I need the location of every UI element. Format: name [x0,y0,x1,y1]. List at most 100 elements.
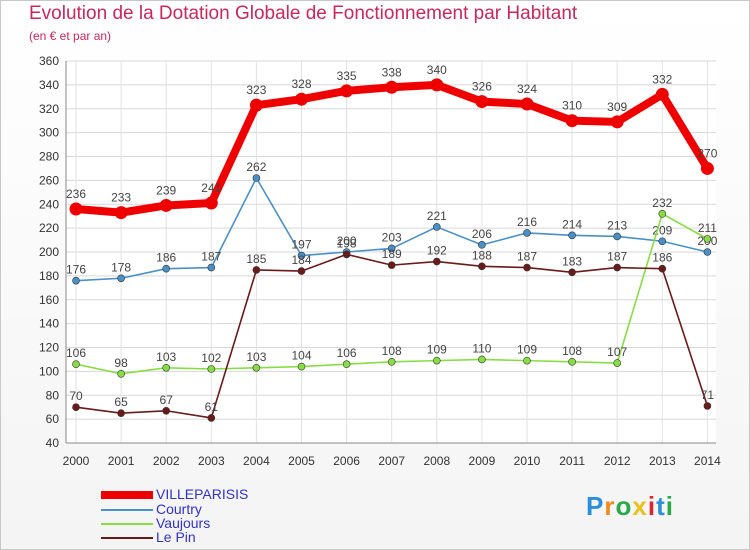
data-label: 108 [562,344,582,358]
data-label: 211 [698,221,717,235]
data-point [568,358,576,366]
data-point [703,235,712,243]
data-label: 184 [291,253,311,267]
data-label: 109 [427,343,447,357]
legend-label-courtry: Courtry [156,501,202,517]
data-label: 262 [246,160,266,174]
data-label: 309 [607,100,627,114]
data-point [658,210,667,218]
data-point [340,84,354,98]
data-point [478,241,486,249]
data-label: 108 [382,344,402,358]
data-point [72,403,80,411]
data-point [297,267,306,275]
data-label: 233 [111,191,131,205]
data-label: 188 [472,248,492,262]
data-label: 239 [156,183,176,197]
logo-letter: P [586,491,605,521]
legend-label-villeparisis: VILLEPARISIS [156,486,249,502]
data-point [159,198,173,212]
data-point [252,266,261,274]
logo-letter: t [656,491,666,521]
y-tick-label: 220 [39,221,59,235]
data-label: 189 [382,247,402,261]
data-point [385,80,399,94]
data-point [162,406,170,415]
data-point [610,115,624,129]
data-point [342,250,351,259]
data-point [475,95,489,109]
x-tick-label: 2007 [378,454,405,468]
data-label: 187 [201,250,221,264]
y-tick-label: 120 [39,341,59,355]
data-label: 206 [472,227,492,241]
data-label: 71 [701,388,715,402]
data-label: 104 [291,349,311,363]
x-tick-label: 2011 [559,454,585,468]
y-tick-label: 140 [39,317,59,331]
data-label: 335 [337,69,357,83]
x-tick-label: 2003 [198,454,225,468]
chart-title: Evolution de la Dotation Globale de Fonc… [29,3,578,24]
data-point [703,248,712,256]
data-point [703,402,712,410]
data-label: 65 [114,395,128,409]
data-point [162,363,170,372]
data-point [700,161,714,175]
data-label: 338 [382,65,402,79]
y-tick-label: 260 [39,173,59,187]
data-label: 236 [66,187,86,201]
x-tick-label: 2013 [649,454,676,468]
data-point [249,98,263,112]
data-point [342,360,351,369]
data-point [114,206,128,220]
data-label: 270 [697,146,717,160]
data-point [658,264,667,273]
data-label: 216 [517,215,537,229]
data-label: 110 [472,341,491,355]
data-point [478,355,486,364]
data-label: 203 [382,230,402,244]
data-label: 232 [652,196,672,210]
data-point [565,114,579,128]
data-point [568,268,576,277]
data-label: 107 [607,345,627,359]
data-point [520,97,534,111]
data-point [297,251,306,260]
y-tick-label: 200 [39,245,59,259]
logo-letter: x [632,491,648,521]
y-tick-label: 320 [39,102,59,116]
legend-swatch-le-pin [101,537,153,539]
legend-label-vaujours: Vaujours [156,515,211,531]
x-tick-label: 2004 [243,454,270,468]
logo-letter: o [615,491,633,521]
data-point [432,356,441,365]
y-tick-label: 280 [39,150,59,164]
y-tick-label: 40 [46,436,60,450]
data-label: 197 [291,238,311,252]
data-point [523,263,531,272]
data-point [295,92,308,106]
data-point [523,356,531,365]
data-point [613,359,622,367]
data-label: 98 [114,356,128,370]
x-tick-label: 2009 [469,454,496,468]
data-point [387,261,396,269]
data-point [117,274,125,283]
y-tick-label: 340 [39,78,59,92]
legend-label-le-pin: Le Pin [156,529,196,545]
data-label: 214 [562,217,582,231]
data-label: 328 [291,77,311,91]
data-label: 326 [472,80,492,94]
x-tick-label: 2006 [333,454,360,468]
data-point [72,276,80,285]
data-label: 176 [66,263,86,277]
data-label: 109 [517,343,537,357]
data-label: 106 [337,346,357,360]
data-label: 241 [201,181,221,195]
y-tick-label: 300 [39,126,59,140]
data-label: 209 [652,223,672,237]
legend-swatch-villeparisis [101,491,153,499]
